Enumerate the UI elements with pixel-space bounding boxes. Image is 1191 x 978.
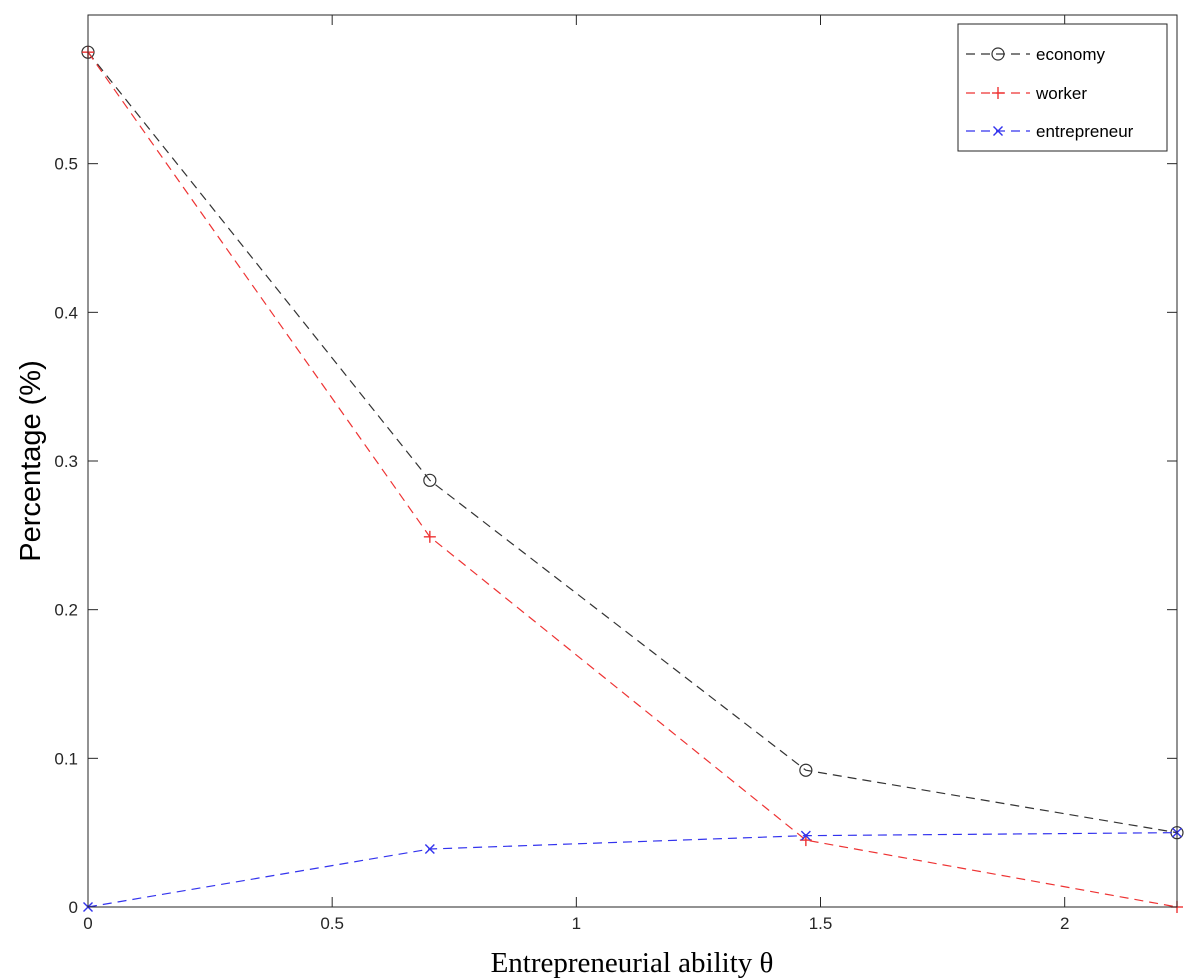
data-point-economy [423, 473, 437, 487]
data-point-economy [799, 763, 813, 777]
legend-label: economy [1036, 45, 1105, 64]
x-tick-label: 1 [572, 914, 581, 933]
legend-marker [992, 87, 1004, 99]
data-point-worker [423, 530, 436, 543]
series-line-entrepreneur [87, 832, 1178, 908]
series-line-worker [87, 51, 1178, 908]
y-tick-label: 0.5 [54, 155, 78, 174]
x-tick-label: 1.5 [809, 914, 833, 933]
data-point-entrepreneur [424, 844, 435, 855]
series-line-economy [87, 51, 1178, 834]
legend-entry-entrepreneur: entrepreneur [966, 122, 1134, 141]
legend-entries: economy worker entrepreneur [966, 45, 1134, 141]
legend: economy worker entrepreneur [957, 23, 1168, 152]
y-ticks: 0 0.1 0.2 0.3 0.4 0.5 [54, 155, 1177, 917]
legend-box [957, 23, 1168, 152]
x-tick-label: 0 [83, 914, 92, 933]
plot-area [88, 15, 1177, 907]
legend-entry-worker: worker [966, 84, 1087, 103]
data-point-entrepreneur [800, 830, 811, 841]
legend-label: entrepreneur [1036, 122, 1134, 141]
legend-marker [991, 47, 1005, 61]
y-tick-label: 0.3 [54, 452, 78, 471]
legend-entry-economy: economy [966, 45, 1105, 64]
y-tick-label: 0.1 [54, 749, 78, 768]
y-axis-label: Percentage (%) [15, 360, 47, 562]
y-tick-label: 0.4 [54, 303, 78, 322]
x-axis-label: Entrepreneurial ability θ [491, 947, 774, 978]
legend-label: worker [1035, 84, 1087, 103]
y-tick-label: 0 [69, 898, 78, 917]
x-tick-label: 0.5 [320, 914, 344, 933]
legend-marker [993, 126, 1003, 136]
x-ticks: 0 0.5 1 1.5 2 [83, 15, 1069, 933]
y-tick-label: 0.2 [54, 601, 78, 620]
x-tick-label: 2 [1060, 914, 1069, 933]
